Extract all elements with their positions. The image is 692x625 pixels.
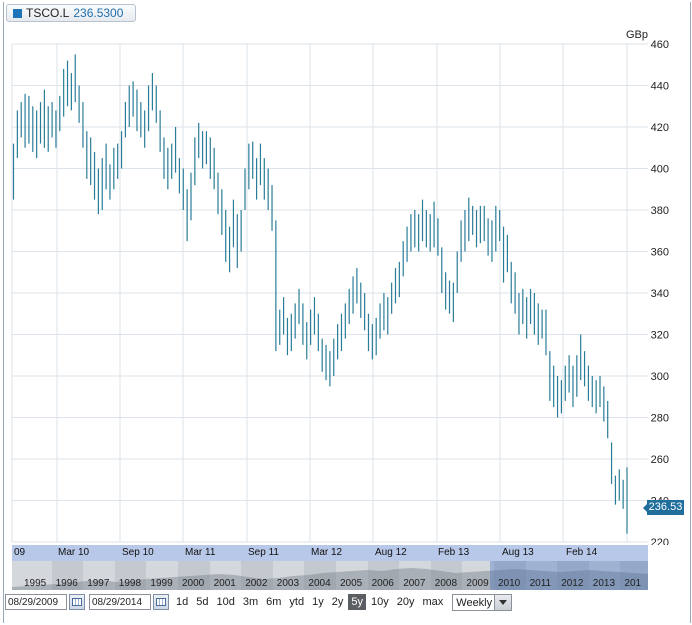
series-color-swatch — [13, 8, 22, 18]
y-tick-label: 300 — [651, 371, 669, 383]
y-tick-label: 320 — [651, 330, 669, 342]
x-axis: 09 Mar 10 Sep 10 Mar 11 Sep 11 Mar 12 Aug 12 Fe… — [12, 545, 648, 561]
navigator-year-label: 2009 — [466, 578, 489, 589]
range-button-5d[interactable]: 5d — [196, 596, 209, 608]
x-tick-label: Aug 12 — [375, 547, 407, 558]
price-label: 236.5300 — [73, 6, 124, 20]
y-tick-label: 440 — [651, 81, 669, 93]
start-date-input[interactable]: 08/29/2009 — [5, 594, 67, 610]
navigator-year-label: 2001 — [213, 578, 236, 589]
x-tick-label: 09 — [14, 547, 26, 558]
range-buttons: 1d 5d 10d 3m 6m ytd 1y 2y 5y 10y 20y max — [173, 594, 448, 610]
x-tick-label: Mar 12 — [311, 547, 343, 558]
navigator-year-band — [620, 561, 648, 590]
y-tick-label: 260 — [651, 454, 669, 466]
range-button-5y[interactable]: 5y — [348, 594, 366, 610]
range-button-1d[interactable]: 1d — [176, 596, 189, 608]
y-tick-label: 400 — [651, 164, 669, 176]
range-button-10y[interactable]: 10y — [370, 596, 389, 608]
price-chart[interactable]: 220240260280300320340360380400420440460 — [0, 0, 692, 545]
y-tick-label: 360 — [651, 247, 669, 259]
y-tick-label: 280 — [651, 413, 669, 425]
y-tick-label: 340 — [651, 288, 669, 300]
x-tick-label: Sep 10 — [122, 547, 154, 558]
interval-value: Weekly — [456, 596, 493, 609]
navigator-year-label: 2007 — [403, 578, 426, 589]
y-tick-label: 460 — [651, 39, 669, 51]
interval-select[interactable]: Weekly — [452, 593, 513, 611]
calendar-icon[interactable] — [153, 594, 169, 610]
navigator-year-band — [114, 561, 147, 590]
range-button-2y[interactable]: 2y — [331, 596, 344, 608]
last-price-label: 236.53 — [647, 500, 684, 515]
range-button-10d[interactable]: 10d — [216, 596, 235, 608]
navigator-year-label: 1999 — [150, 578, 173, 589]
navigator-year-label: 2013 — [592, 578, 616, 589]
range-button-ytd[interactable]: ytd — [289, 596, 305, 608]
navigator-year-label: 2006 — [371, 578, 394, 589]
range-button-3m[interactable]: 3m — [242, 596, 259, 608]
x-tick-label: Aug 13 — [502, 547, 534, 558]
range-button-max[interactable]: max — [422, 596, 444, 608]
navigator-year-band — [494, 561, 526, 590]
range-controls: 08/29/2009 08/29/2014 1d 5d 10d 3m 6m ytd 1y 2y… — [5, 593, 513, 611]
range-button-20y[interactable]: 20y — [396, 596, 415, 608]
x-tick-label: Mar 11 — [185, 547, 216, 558]
navigator-year-band — [430, 561, 463, 590]
navigator-selection[interactable] — [490, 561, 648, 590]
x-tick-label: Mar 10 — [58, 547, 90, 558]
chevron-down-icon[interactable] — [494, 593, 513, 611]
navigator-year-label: 2003 — [276, 578, 300, 589]
navigator-year-label: 1998 — [118, 578, 142, 589]
chart-frame — [3, 2, 691, 623]
y-tick-label: 220 — [651, 537, 669, 545]
navigator-year-band — [304, 561, 336, 590]
navigator-sparkline — [12, 568, 648, 590]
navigator-year-band — [51, 561, 84, 590]
navigator-year-label: 201 — [624, 578, 642, 589]
navigator-year-label: 1997 — [87, 578, 110, 589]
x-tick-label: Feb 13 — [438, 547, 470, 558]
navigator-year-band — [178, 561, 210, 590]
last-price-pointer — [643, 504, 647, 512]
range-button-1y[interactable]: 1y — [312, 596, 324, 608]
y-tick-label: 420 — [651, 122, 669, 134]
navigator-year-label: 2011 — [529, 578, 552, 589]
range-button-6m[interactable]: 6m — [266, 596, 282, 608]
navigator-year-label: 2000 — [182, 578, 205, 589]
x-tick-label: Sep 11 — [248, 547, 279, 558]
navigator-year-label: 2005 — [340, 578, 363, 589]
end-date-input[interactable]: 08/29/2014 — [89, 594, 151, 610]
navigator-year-label: 1995 — [24, 578, 47, 589]
unit-label: GBp — [625, 29, 648, 41]
x-tick-label: Feb 14 — [566, 547, 598, 558]
navigator-year-band — [241, 561, 273, 590]
navigator-year-label: 2010 — [498, 578, 521, 589]
navigator-area — [12, 568, 648, 590]
calendar-icon[interactable] — [69, 594, 85, 610]
timeline-navigator[interactable]: 1995 1996 1997 1998 1999 2000 2001 2002 2003 2004… — [12, 561, 648, 590]
navigator-year-band — [367, 561, 400, 590]
navigator-year-label: 2002 — [245, 578, 268, 589]
navigator-year-label: 2012 — [561, 578, 584, 589]
navigator-year-label: 2004 — [308, 578, 331, 589]
navigator-year-band — [557, 561, 589, 590]
symbol-badge[interactable]: TSCO.L 236.5300 — [6, 4, 137, 22]
y-tick-label: 380 — [651, 205, 669, 217]
navigator-year-label: 2008 — [434, 578, 458, 589]
symbol-label: TSCO.L — [26, 6, 70, 20]
navigator-year-label: 1996 — [55, 578, 78, 589]
